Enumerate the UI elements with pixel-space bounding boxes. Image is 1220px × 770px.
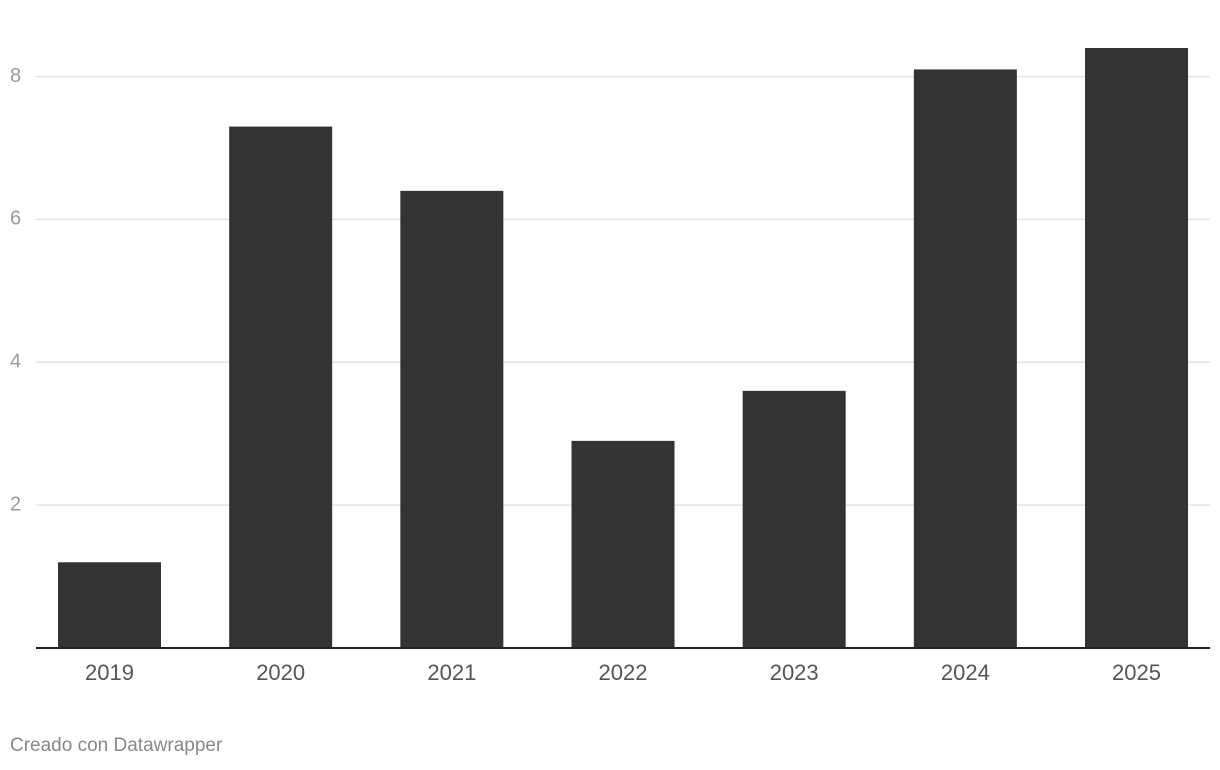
y-tick-label: 8 — [10, 65, 21, 87]
credit: Creado con Datawrapper — [10, 735, 223, 756]
bar — [913, 69, 1017, 648]
x-tick-label: 2023 — [770, 660, 819, 685]
bar — [742, 390, 846, 648]
bar — [571, 440, 675, 648]
x-tick-label: 2021 — [427, 660, 476, 685]
bar — [400, 190, 504, 648]
y-tick-label: 4 — [10, 351, 21, 373]
x-tick-label: 2025 — [1112, 660, 1161, 685]
x-tick-label: 2024 — [941, 660, 990, 685]
bar — [58, 562, 161, 648]
y-tick-label: 6 — [10, 208, 21, 230]
bar — [1085, 48, 1189, 648]
bar — [229, 126, 333, 649]
x-tick-label: 2022 — [599, 660, 648, 685]
x-tick-label: 2019 — [85, 660, 134, 685]
y-tick-label: 2 — [10, 493, 21, 515]
x-tick-label: 2020 — [256, 660, 305, 685]
